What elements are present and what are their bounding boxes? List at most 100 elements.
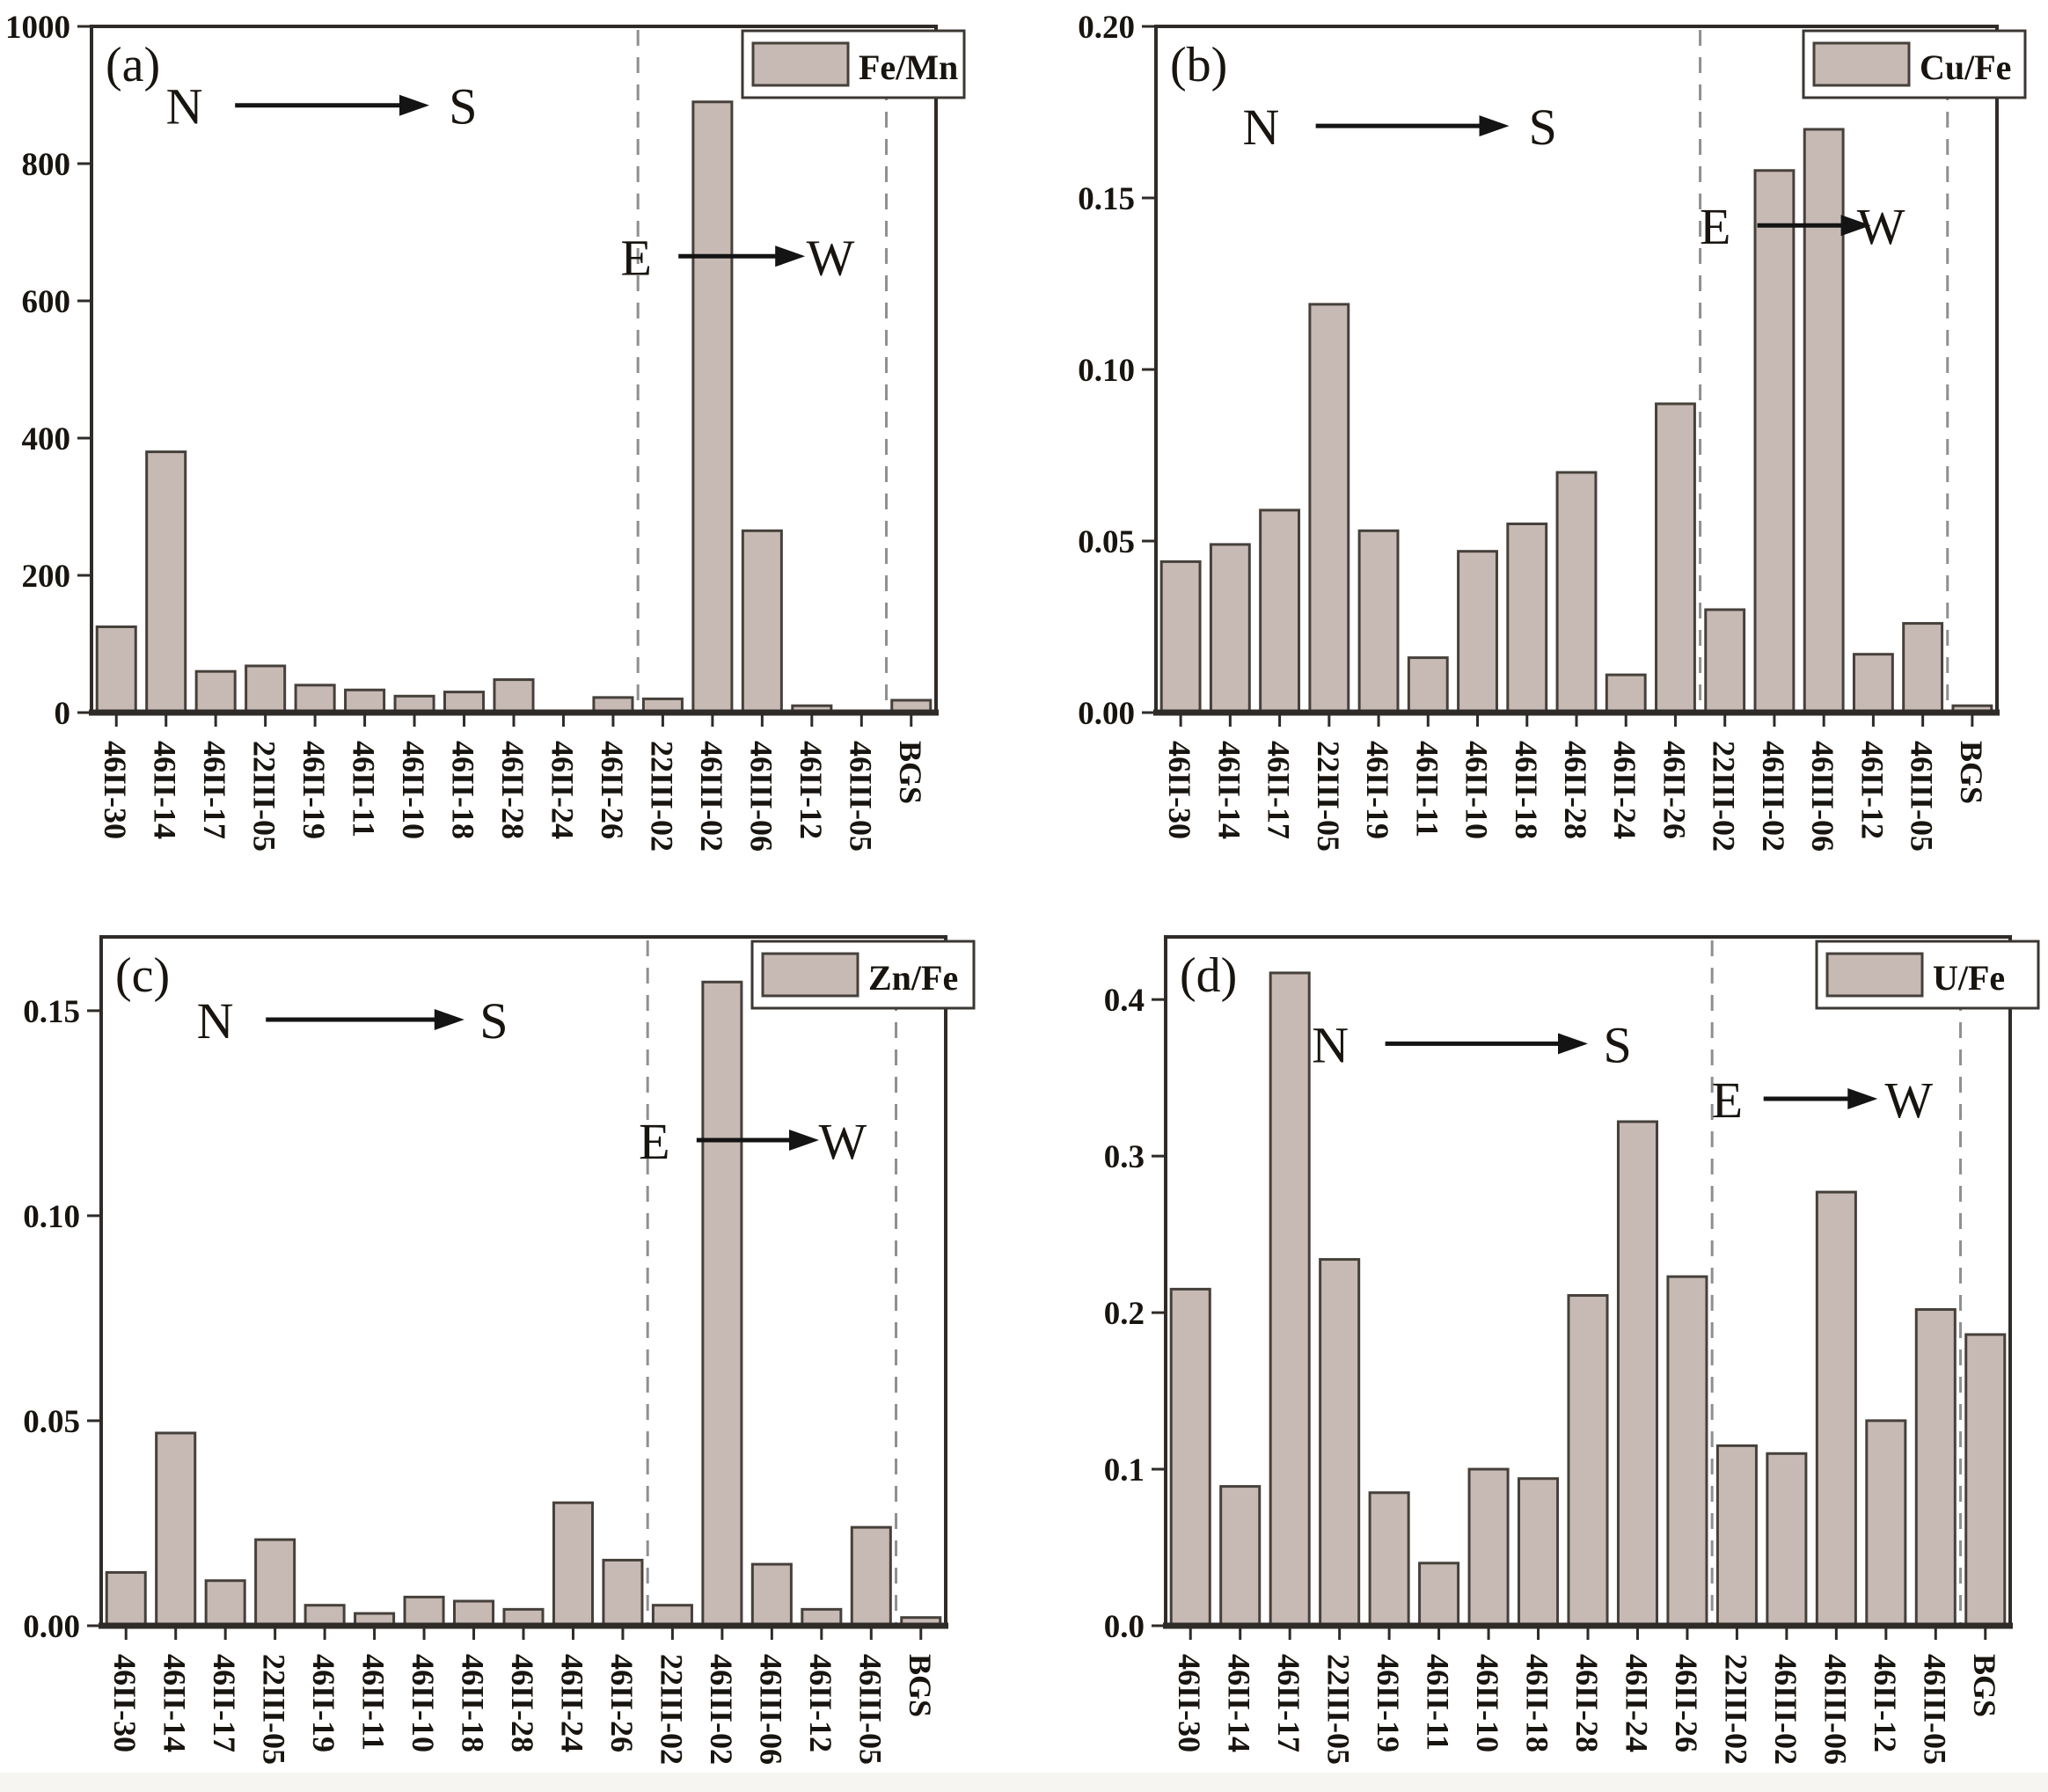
x-category-label: 46III-06 — [1805, 741, 1840, 852]
compass-to-label: S — [1529, 99, 1557, 156]
y-tick-label: 0.15 — [1078, 181, 1135, 217]
x-category-label: 46II-12 — [803, 1654, 838, 1752]
bar-22III-02 — [1704, 608, 1746, 714]
x-category-label: BGS — [893, 741, 928, 804]
compass-from-label: E — [1712, 1072, 1743, 1129]
x-category-label: 46III-02 — [1756, 741, 1791, 852]
y-tick-label: 0 — [55, 696, 71, 732]
compass-to-label: S — [449, 78, 477, 135]
compass-from-label: N — [197, 992, 234, 1050]
x-category-label: 46II-14 — [1222, 1654, 1257, 1752]
y-tick-label: 800 — [22, 147, 71, 183]
x-category-label: 46II-10 — [1459, 741, 1495, 839]
legend-label: U/Fe — [1933, 958, 2005, 998]
x-category-label: 46II-19 — [1371, 1654, 1406, 1752]
bar-46III-02 — [691, 100, 734, 714]
x-category-label: 46II-26 — [1669, 1654, 1704, 1752]
x-category-label: BGS — [1954, 741, 1989, 804]
x-category-label: 46II-12 — [1854, 741, 1890, 839]
x-category-label: BGS — [1967, 1654, 2002, 1717]
bar-46II-30 — [95, 625, 137, 714]
bar-46II-10 — [403, 1595, 445, 1627]
bar-46II-18 — [1518, 1477, 1560, 1627]
bars — [105, 980, 942, 1627]
bar-46II-14 — [1219, 1485, 1262, 1627]
compass-from-label: E — [1700, 198, 1730, 255]
x-category-label: 46III-05 — [1917, 1654, 1952, 1765]
chart-zn-fe: 0.00 0.05 0.10 0.15 46II-30 46II-14 46II-17 22I… — [23, 935, 976, 1765]
bar-46II-10 — [1457, 550, 1498, 714]
y-tick-label: 0.4 — [1104, 983, 1145, 1019]
bar-46II-14 — [1209, 543, 1251, 714]
x-category-label: 46II-11 — [1409, 741, 1445, 837]
bar-46II-19 — [1368, 1491, 1410, 1627]
compass-annotations: N SE W — [166, 78, 855, 287]
x-category-label: 46II-19 — [296, 741, 332, 839]
x-category-label: 46II-14 — [148, 741, 183, 839]
bar-46II-26 — [1666, 1275, 1708, 1627]
y-tick-label: 0.10 — [23, 1199, 80, 1235]
x-category-label: 46II-11 — [356, 1654, 391, 1751]
bar-46II-12 — [1852, 653, 1894, 714]
x-category-label: 46II-19 — [1360, 741, 1395, 839]
footer-strip — [0, 1773, 2048, 1792]
panel-letter: (a) — [106, 38, 160, 92]
compass-arrow-head — [775, 245, 806, 267]
x-category-label: 46II-28 — [1558, 741, 1593, 839]
panel-letter: (b) — [1170, 38, 1227, 92]
bar-46II-19 — [1357, 529, 1400, 714]
x-category-label: 46II-18 — [1520, 1654, 1555, 1752]
compass-to-label: W — [1857, 198, 1905, 255]
panel-c-zn-fe: 0.00 0.05 0.10 0.15 46II-30 46II-14 46II-17 22I… — [0, 896, 1024, 1791]
x-category-label: 46III-05 — [852, 1654, 888, 1765]
x-category-label: 46II-24 — [1619, 1654, 1654, 1752]
x-category-label: 46II-12 — [794, 741, 829, 839]
x-category-label: 22III-02 — [644, 741, 679, 852]
x-category-label: 22III-05 — [257, 1654, 292, 1765]
compass-annotations: N SE W — [1243, 99, 1905, 255]
y-tick-label: 1000 — [5, 10, 70, 46]
compass-to-label: W — [819, 1113, 867, 1170]
legend-swatch — [1825, 952, 1924, 998]
x-category-label: 46III-06 — [743, 741, 779, 852]
bar-46II-24 — [1605, 673, 1647, 714]
x-category-label: 46III-02 — [704, 1654, 739, 1765]
bar-46II-10 — [1467, 1467, 1510, 1627]
chart-fe-mn: 0 200 400 600 800 1000 46II-30 46II-14 46II-17 22… — [5, 10, 966, 852]
legend-swatch — [751, 41, 850, 87]
bar-46II-12 — [1865, 1419, 1907, 1627]
x-category-label: 46II-28 — [1569, 1654, 1605, 1752]
bar-BGS — [1964, 1333, 2007, 1627]
compass-arrow-head — [789, 1129, 819, 1151]
bar-46III-05 — [1914, 1308, 1957, 1627]
compass-annotations: N SE W — [1312, 1016, 1933, 1129]
x-category-label: 46III-06 — [1818, 1654, 1853, 1765]
bars — [1169, 971, 2007, 1627]
compass-to-label: W — [807, 229, 855, 286]
x-category-label: 46II-14 — [1211, 741, 1247, 839]
bar-46II-17 — [204, 1579, 246, 1627]
compass-from-label: E — [620, 229, 651, 286]
x-category-label: 22III-05 — [1311, 741, 1346, 852]
x-category-label: 46II-10 — [396, 741, 431, 839]
legend-label: Fe/Mn — [859, 48, 958, 87]
x-category-label: 46II-30 — [107, 1654, 143, 1752]
bar-46II-26 — [602, 1558, 644, 1627]
bars — [95, 100, 933, 714]
compass-arrow-head — [1558, 1033, 1588, 1055]
panel-b-cu-fe: 0.00 0.05 0.10 0.15 0.20 46II-30 46II-14 46II-1… — [1024, 0, 2048, 896]
panel-letter: (d) — [1180, 948, 1237, 1003]
x-category-label: 46II-18 — [456, 1654, 491, 1752]
compass-arrow-head — [1840, 215, 1871, 237]
legend-swatch — [1812, 41, 1911, 87]
plot-frame — [90, 25, 938, 714]
compass-to-label: W — [1884, 1072, 1933, 1129]
bar-46III-05 — [850, 1525, 892, 1627]
bar-46III-05 — [1902, 622, 1944, 714]
bar-46III-06 — [1815, 1190, 1857, 1627]
compass-from-label: E — [639, 1113, 669, 1170]
bar-46III-06 — [741, 529, 783, 714]
bar-46II-28 — [1567, 1294, 1609, 1627]
legend: Cu/Fe — [1802, 29, 2027, 99]
